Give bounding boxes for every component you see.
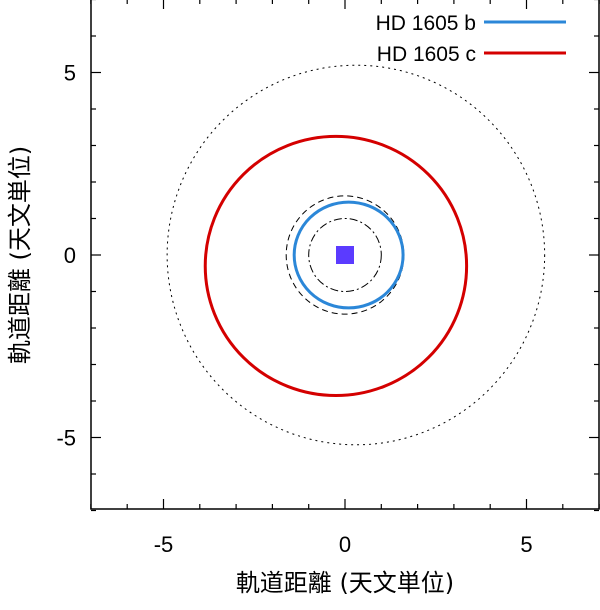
legend-label: HD 1605 c <box>377 43 476 66</box>
x-tick-label: 0 <box>339 532 351 557</box>
orbits <box>203 134 469 398</box>
legend-label: HD 1605 b <box>376 12 476 35</box>
legend: HD 1605 b HD 1605 c <box>376 12 566 66</box>
star-marker <box>336 246 354 264</box>
x-tick-label: -5 <box>154 532 174 557</box>
orbit-c <box>203 134 469 398</box>
y-tick-label: 5 <box>64 61 76 86</box>
x-axis-title: 軌道距離 (天文単位) <box>236 569 454 597</box>
reference-circle-dotted <box>166 64 546 446</box>
reference-circle-dash-dot <box>308 218 382 292</box>
y-tick-label: 0 <box>64 243 76 268</box>
axis-ticks: -5 0 5 -5 0 5 <box>56 0 600 557</box>
x-tick-label: 5 <box>520 532 532 557</box>
star-square <box>336 246 354 264</box>
reference-circles <box>166 64 546 446</box>
y-axis-title: 軌道距離 (天文単位) <box>6 146 34 364</box>
orbit-b <box>292 200 405 310</box>
y-tick-label: -5 <box>56 426 76 451</box>
